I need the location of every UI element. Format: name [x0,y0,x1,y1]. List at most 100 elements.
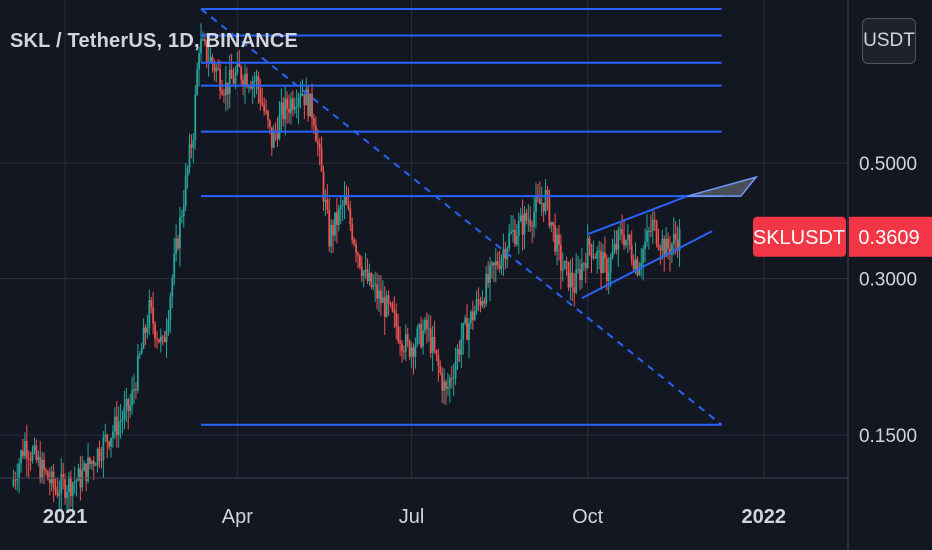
candle-body [16,478,19,481]
candle-body [489,265,491,283]
candle-body [443,381,445,391]
candle-body [247,86,250,88]
candle-body [125,398,128,407]
candle-body [481,300,484,306]
candle-body [307,89,310,117]
candle-body [215,67,218,72]
wedge-lower-line[interactable] [581,230,713,300]
candle-body [498,265,501,269]
candle-body [140,348,143,355]
candle-body [655,221,658,245]
time-tick-label: Oct [572,506,604,528]
candle-body [512,229,514,232]
candle-body [66,491,68,499]
candle-body [425,319,428,329]
candle-body [479,301,482,306]
candle-body [115,416,118,436]
candle-body [569,272,572,288]
candle-body [179,217,181,249]
candle-body [148,300,151,328]
candle-body [410,347,413,358]
candle-body [642,249,645,263]
candle-body [355,244,357,254]
candle-body [242,79,245,87]
candle-body [263,104,266,112]
candle-body [324,199,327,202]
candle-body [535,197,537,212]
time-axis[interactable]: 2021 Apr Jul Oct 2022 [43,506,786,528]
candle-body [563,261,566,270]
currency-button[interactable]: USDT [862,18,916,64]
candle-body [510,231,512,234]
candle-body [401,343,403,352]
candle-body [561,269,564,271]
candle-body [282,102,285,120]
candle-body [362,271,365,276]
candle-body [374,284,377,286]
grid [0,0,848,478]
candle-body [108,441,111,447]
candle-body [581,263,583,281]
candle-body [431,337,434,354]
candle-body [89,457,91,464]
price-tick-label: 0.3000 [859,270,917,291]
candle-body [630,245,633,261]
candle-body [395,312,398,327]
wedge-upper-line[interactable] [587,195,688,236]
candle-body [483,300,486,304]
price-tick-label: 0.1500 [859,426,917,447]
candle-body [441,372,444,391]
candle-body [186,167,189,176]
candle-body [558,234,560,245]
candle-body [56,490,59,496]
candle-body [651,219,654,231]
candle-body [468,323,470,340]
candle-body [188,144,191,168]
candle-body [135,389,137,391]
candle-body [515,236,518,245]
candle-body [657,244,660,249]
candle-body [454,361,457,378]
candle-body [205,41,208,62]
candle-body [182,206,185,217]
candle-body [452,377,455,379]
candle-body [244,73,246,87]
candle-body [184,175,187,207]
candle-body [674,233,677,240]
candle-body [494,261,497,266]
candle-body [403,351,405,353]
time-tick-label: Jul [399,506,425,528]
candle-body [619,229,622,231]
projection-triangle[interactable] [687,175,759,197]
candle-body [154,323,156,339]
candle-body [280,102,283,115]
candle-body [190,144,193,148]
candle-body [39,456,42,480]
candle-body [152,307,155,324]
candle-body [469,311,472,324]
candle-body [175,238,178,255]
candle-body [609,257,612,273]
candle-body [525,212,528,221]
candle-body [46,471,49,480]
candle-body [378,290,380,299]
candle-body [234,72,237,84]
candle-body [577,269,579,271]
candle-body [508,233,511,249]
candle-body [640,262,643,268]
candle-body [334,212,336,236]
candle-body [364,269,367,272]
candle-body [600,250,602,273]
candle-body [35,445,38,460]
candle-body [665,238,668,257]
candle-body [351,224,354,240]
candle-body [427,328,430,330]
candle-body [68,476,70,492]
candle-body [196,69,199,95]
candle-body [138,354,141,356]
candle-body [62,474,65,480]
candle-body [219,68,222,91]
price-axis[interactable]: 0.5000 0.3000 0.1500 [859,154,917,447]
drawings[interactable] [200,7,759,426]
